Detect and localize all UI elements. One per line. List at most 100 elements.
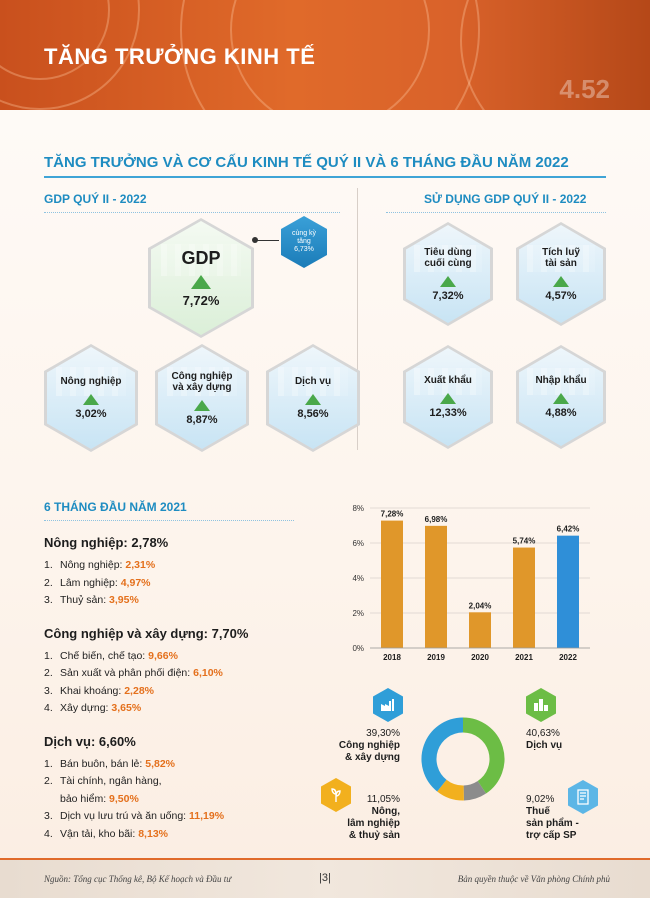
- use-label: Nhập khẩu: [535, 375, 587, 387]
- gdp-structure-donut-chart: [421, 717, 505, 801]
- sector-label: Công nghiệp và xây dựng: [171, 370, 233, 394]
- sector-hexagon-industry: Công nghiệp và xây dựng 8,87%: [155, 344, 249, 452]
- page-number: |3|: [319, 872, 331, 884]
- crop-icon: [321, 778, 351, 812]
- item-number: 3.: [44, 810, 53, 822]
- six-month-title: 6 THÁNG ĐẦU NĂM 2021: [44, 500, 187, 514]
- list-item: 3. Thuỷ sản: 3,95%: [44, 592, 334, 610]
- up-arrow-icon: [553, 392, 569, 404]
- tax-pct: 9,02%: [526, 794, 555, 805]
- use-label: Tích luỹ tài sản: [542, 246, 580, 270]
- tax-annotation: 9,02% Thuế sản phẩm - trợ cấp SP: [526, 794, 579, 842]
- item-number: 4.: [44, 702, 53, 714]
- column-divider: [357, 188, 358, 450]
- item-number: 3.: [44, 594, 53, 606]
- use-label: Xuất khẩu: [424, 375, 472, 387]
- x-tick-label: 2021: [515, 653, 533, 662]
- use-value: 7,32%: [432, 289, 464, 302]
- use-value: 12,33%: [429, 406, 467, 419]
- item-value: 4,97%: [120, 576, 151, 589]
- item-number: 1.: [44, 649, 53, 662]
- service-pct: 40,63%: [526, 728, 560, 739]
- item-value: 2,31%: [125, 559, 156, 571]
- donut-slice: [421, 717, 464, 792]
- agri-pct: 11,05%: [366, 794, 400, 805]
- tax-name: Thuế: [526, 806, 550, 817]
- factory-icon: [373, 688, 403, 722]
- agri-annotation: 11,05% Nông, lâm nghiệp & thuỷ sản: [334, 794, 400, 842]
- list-item: 1. Nông nghiệp: 2,31%: [44, 557, 334, 575]
- item-label: Thuỷ sản:: [60, 594, 110, 606]
- item-number: 3.: [44, 684, 53, 697]
- sector-label: Dịch vụ: [294, 376, 332, 388]
- section-rule: [44, 176, 606, 178]
- agri-name: Nông,: [371, 806, 400, 817]
- item-number: 4.: [44, 827, 53, 840]
- use-value: 4,57%: [545, 289, 577, 302]
- up-arrow-icon: [305, 393, 321, 405]
- item-label: Vận tải, kho bãi:: [60, 827, 139, 840]
- industry-name-2: & xây dựng: [344, 752, 400, 763]
- badge-connector-dot: [252, 237, 258, 243]
- badge-line1: cùng kỳ: [291, 230, 317, 238]
- sector-hexagon-service: Dịch vụ 8,56%: [266, 344, 360, 452]
- list-item: 2. Sản xuất và phân phối điện: 6,10%: [44, 665, 334, 683]
- service-annotation: 40,63% Dịch vụ: [526, 728, 562, 752]
- bar: [381, 520, 403, 648]
- y-tick-label: 6%: [352, 539, 364, 548]
- bar: [425, 525, 447, 648]
- gdp-label: GDP: [181, 248, 221, 269]
- use-hexagon-import: Nhập khẩu 4,88%: [516, 345, 606, 449]
- gdp-value: 7,72%: [182, 292, 220, 308]
- item-number: 1.: [44, 757, 53, 770]
- x-tick-label: 2018: [383, 653, 401, 662]
- bar-data-label: 6,98%: [425, 515, 448, 524]
- up-arrow-icon: [191, 274, 211, 289]
- donut-slice: [463, 780, 487, 801]
- page-title: TĂNG TRƯỞNG KINH TẾ: [44, 44, 316, 69]
- section-title: TĂNG TRƯỞNG VÀ CƠ CẤU KINH TẾ QUÝ II VÀ …: [44, 154, 569, 171]
- agri-name-3: & thuỷ sản: [348, 830, 400, 841]
- up-arrow-icon: [553, 275, 569, 287]
- service-name: Dịch vụ: [526, 740, 563, 751]
- list-item: 2. Lâm nghiệp: 4,97%: [44, 575, 334, 593]
- up-arrow-icon: [440, 275, 456, 287]
- use-hexagon-accumulation: Tích luỹ tài sản 4,57%: [516, 222, 606, 326]
- item-number: 2.: [44, 667, 53, 679]
- use-hexagon-consumption: Tiêu dùng cuối cùng 7,32%: [403, 222, 493, 326]
- industry-pct: 39,30%: [366, 728, 400, 739]
- bar-data-label: 5,74%: [513, 537, 536, 546]
- agri-name-2: lâm nghiệp: [347, 818, 400, 829]
- bar-data-label: 6,42%: [557, 525, 580, 534]
- six-month-rule: [44, 520, 294, 521]
- gdp-growth-bar-chart: 0% 2% 4% 6% 8% 7,28% 2018 6,98% 2019 2,04% 2020 5,7…: [352, 504, 590, 662]
- footer-source: Nguồn: Tổng cục Thống kê, Bộ Kế hoạch và…: [44, 874, 232, 884]
- item-value: 6,10%: [193, 667, 223, 679]
- item-label-cont: bảo hiểm:: [60, 792, 110, 805]
- six-month-summary: 6 THÁNG ĐẦU NĂM 2021 Nông nghiệp: 2,78% …: [44, 500, 334, 859]
- item-label: Khai khoáng:: [60, 684, 125, 697]
- up-arrow-icon: [440, 392, 456, 404]
- donut-slice: [437, 779, 465, 801]
- item-label: Tài chính, ngân hàng,: [60, 775, 162, 787]
- tax-icon: [568, 780, 598, 814]
- bar-data-label: 2,04%: [469, 601, 492, 610]
- item-value: 2,28%: [124, 684, 154, 697]
- item-number: 2.: [44, 576, 53, 589]
- y-tick-label: 0%: [352, 644, 364, 653]
- badge-line3: 6,73%: [294, 245, 314, 253]
- item-label: Dịch vụ lưu trú và ăn uống:: [60, 810, 190, 822]
- header-deco-number: 4.52: [559, 74, 610, 104]
- bar: [513, 547, 535, 648]
- x-tick-label: 2022: [559, 653, 577, 662]
- list-item: 2. Tài chính, ngân hàng, bảo hiểm: 9,50%: [44, 773, 334, 808]
- item-number: 2.: [44, 775, 53, 787]
- gdp-use-rule: [386, 212, 606, 213]
- y-tick-label: 4%: [352, 574, 364, 583]
- item-value: 3,65%: [111, 702, 142, 714]
- group-head-service: Dịch vụ: 6,60%: [44, 733, 136, 749]
- item-value: 8,13%: [138, 827, 168, 840]
- sector-label: Nông nghiệp: [60, 376, 122, 388]
- industry-name: Công nghiệp: [338, 740, 400, 751]
- item-value: 9,66%: [148, 649, 178, 662]
